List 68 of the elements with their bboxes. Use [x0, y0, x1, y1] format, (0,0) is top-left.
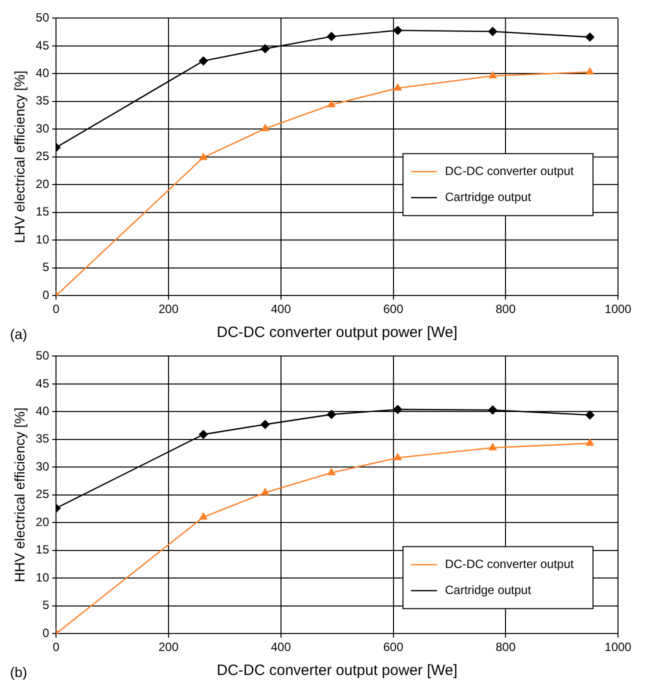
- point: [327, 100, 336, 108]
- y-tick-label: 35: [36, 94, 50, 108]
- y-tick-label: 45: [36, 376, 50, 390]
- point: [261, 124, 270, 132]
- point: [393, 26, 402, 35]
- x-tick-label: 600: [383, 640, 404, 654]
- y-tick-label: 25: [36, 487, 50, 502]
- y-tick-label: 40: [36, 404, 50, 418]
- point: [199, 512, 208, 520]
- y-tick-label: 20: [36, 176, 50, 191]
- x-tick-label: 200: [158, 302, 179, 316]
- legend-label: Cartridge output: [445, 190, 532, 204]
- y-tick-label: 15: [36, 542, 50, 557]
- point: [261, 488, 270, 496]
- x-tick-label: 0: [52, 302, 60, 316]
- point: [585, 32, 594, 42]
- x-tick-label: 0: [52, 640, 60, 654]
- x-tick-label: 800: [496, 302, 516, 316]
- y-tick-label: 20: [36, 514, 50, 529]
- text: (b): [10, 664, 28, 680]
- legend-label: DC-DC converter output: [445, 556, 574, 571]
- y-tick-label: 10: [36, 570, 50, 584]
- x-tick-label: 1000: [604, 640, 632, 654]
- point: [198, 56, 208, 66]
- point: [393, 404, 402, 414]
- point: [260, 420, 270, 429]
- point: [326, 410, 336, 419]
- y-tick-label: 15: [36, 204, 50, 219]
- x-axis-title: DC-DC converter output power [We]: [216, 324, 458, 342]
- y-tick-label: 40: [36, 66, 50, 80]
- point: [586, 438, 594, 446]
- legend-label: DC-DC converter output: [445, 164, 574, 178]
- x-tick-label: 1000: [604, 302, 632, 316]
- y-tick-label: 30: [36, 459, 50, 474]
- y-tick-label: 5: [42, 598, 50, 612]
- y-tick-label: 25: [36, 149, 50, 164]
- text: (a): [10, 326, 28, 342]
- point: [585, 410, 594, 420]
- point: [488, 406, 498, 415]
- y-tick-label: 35: [36, 432, 50, 446]
- y-tick-label: 50: [36, 10, 50, 25]
- x-tick-label: 400: [270, 640, 292, 654]
- x-axis-title: DC-DC converter output power [We]: [216, 662, 458, 680]
- y-tick-label: 50: [36, 348, 50, 363]
- y-tick-label: 10: [36, 232, 50, 246]
- point: [394, 453, 402, 460]
- point: [586, 68, 594, 75]
- y-axis-title: HHV electrical efficiency [%]: [11, 407, 28, 582]
- x-tick-label: 200: [158, 640, 179, 654]
- point: [488, 27, 498, 36]
- y-tick-label: 0: [42, 626, 50, 640]
- x-tick-label: 600: [383, 302, 404, 316]
- x-tick-label: 400: [270, 302, 292, 316]
- point: [394, 84, 402, 91]
- y-tick-label: 30: [36, 121, 50, 136]
- point: [327, 468, 336, 476]
- y-tick-label: 0: [42, 288, 50, 302]
- point: [199, 152, 208, 160]
- y-axis-title: LHV electrical efficiency [%]: [11, 70, 28, 244]
- point: [198, 430, 208, 439]
- point: [488, 443, 497, 450]
- y-tick-label: 45: [36, 38, 50, 52]
- x-tick-label: 800: [496, 640, 516, 654]
- point: [488, 71, 497, 78]
- y-tick-label: 5: [42, 260, 50, 274]
- point: [326, 32, 336, 42]
- point: [260, 44, 270, 54]
- legend-label: Cartridge output: [445, 582, 532, 597]
